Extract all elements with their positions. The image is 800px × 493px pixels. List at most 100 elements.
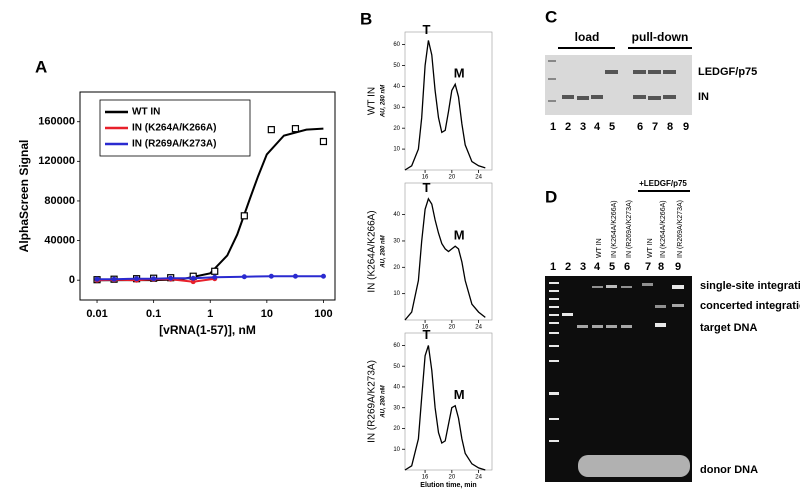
lane-number: 6 (637, 121, 643, 133)
x-tick-label: 1 (207, 308, 213, 320)
lane-number: 3 (580, 261, 586, 273)
gel-image (545, 276, 692, 482)
peak-label: T (422, 22, 430, 37)
x-tick-label: 20 (449, 475, 456, 481)
y-tick-label: 50 (393, 63, 400, 69)
y-tick-label: 10 (393, 291, 400, 297)
lane-number: 1 (550, 261, 556, 273)
legend-label: IN (K264A/K266A) (132, 123, 216, 134)
plot-frame (404, 332, 493, 471)
lane-number: 1 (550, 121, 556, 133)
y-tick-label: 30 (393, 405, 400, 411)
y-axis-units: AU, 280 nM (381, 84, 387, 118)
peak-label: M (454, 66, 465, 81)
peak-label: M (454, 387, 465, 402)
lane-number: 3 (580, 121, 586, 133)
band-label: LEDGF/p75 (698, 66, 757, 78)
y-axis-units: AU, 280 nM (381, 384, 387, 418)
gel-image (545, 55, 692, 115)
peak-label: T (422, 180, 430, 195)
lane-number: 9 (675, 261, 681, 273)
marker (240, 212, 248, 220)
band-label: concerted integration (700, 300, 800, 312)
x-axis-label: [vRNA(1-57)], nM (159, 323, 256, 337)
series-line (404, 197, 486, 321)
x-axis-label: Elution time, min (420, 482, 476, 489)
lane-number: 4 (594, 121, 601, 133)
marker (291, 125, 300, 133)
y-tick-label: 40 (393, 212, 400, 218)
legend-label: WT IN (132, 107, 160, 118)
y-tick-label: 20 (393, 426, 400, 432)
plot-frame (79, 91, 336, 301)
marker (190, 275, 196, 281)
lane-header: IN (R269A/K273A) (626, 200, 633, 258)
lane-header: IN (R269A/K273A) (677, 200, 684, 258)
marker (151, 276, 157, 282)
y-tick-label: 40000 (44, 234, 75, 246)
x-tick-label: 24 (475, 325, 482, 331)
y-axis-units: AU, 280 nM (381, 234, 387, 268)
peak-label: M (454, 228, 465, 243)
marker (319, 137, 328, 146)
lane-number: 7 (645, 261, 651, 273)
x-tick-label: 10 (261, 308, 273, 320)
y-tick-label: 120000 (38, 155, 75, 167)
series-line (404, 345, 486, 471)
lane-number: 8 (658, 261, 664, 273)
donor-dna-glow (578, 455, 690, 477)
band-label: target DNA (700, 322, 758, 334)
marker (241, 274, 247, 280)
y-axis-label: AlphaScreen Signal (17, 140, 31, 253)
lane-header: WT IN (596, 238, 603, 258)
lane-number: 5 (609, 261, 615, 273)
lane-number: 4 (594, 261, 601, 273)
x-tick-label: 100 (314, 308, 332, 320)
gel-bands (549, 282, 684, 442)
lane-number: 2 (565, 121, 571, 133)
lane-header: IN (K264A/K266A) (660, 200, 667, 258)
y-tick-label: 60 (393, 42, 400, 48)
x-tick-label: 24 (475, 175, 482, 181)
peak-label: T (422, 327, 430, 342)
y-tick-label: 20 (393, 126, 400, 132)
panel-label: B (360, 9, 372, 28)
panel-label: C (545, 7, 557, 26)
x-tick-label: 16 (422, 175, 429, 181)
y-tick-label: 0 (69, 274, 75, 286)
x-tick-label: 0.1 (146, 308, 161, 320)
y-tick-label: 40 (393, 84, 400, 90)
marker (94, 276, 100, 282)
marker (292, 273, 298, 279)
band-label: donor DNA (700, 464, 758, 476)
y-tick-label: 50 (393, 364, 400, 370)
lane-header: WT IN (647, 238, 654, 258)
marker (212, 274, 218, 280)
marker (168, 275, 174, 281)
gel-bands (548, 60, 676, 102)
lane-number: 9 (683, 121, 689, 133)
y-tick-label: 10 (393, 447, 400, 453)
lane-number: 2 (565, 261, 571, 273)
plot-frame (404, 31, 493, 171)
y-tick-label: 80000 (44, 195, 75, 207)
lane-number: 7 (652, 121, 658, 133)
lane-number: 5 (609, 121, 615, 133)
plot-frame (404, 182, 493, 321)
band-label: IN (698, 91, 709, 103)
y-tick-label: 30 (393, 105, 400, 111)
x-tick-label: 16 (422, 325, 429, 331)
y-tick-label: 160000 (38, 116, 75, 128)
marker (111, 276, 117, 282)
group-label: pull-down (632, 30, 689, 44)
x-tick-label: 24 (475, 475, 482, 481)
marker (190, 279, 196, 285)
band-label: single-site integration (700, 280, 800, 292)
y-tick-label: 20 (393, 265, 400, 271)
marker (320, 273, 326, 279)
group-label: +LEDGF/p75 (639, 179, 687, 188)
panel-label: A (35, 57, 47, 76)
x-tick-label: 0.01 (86, 308, 107, 320)
x-tick-label: 20 (449, 325, 456, 331)
lane-number: 6 (624, 261, 630, 273)
